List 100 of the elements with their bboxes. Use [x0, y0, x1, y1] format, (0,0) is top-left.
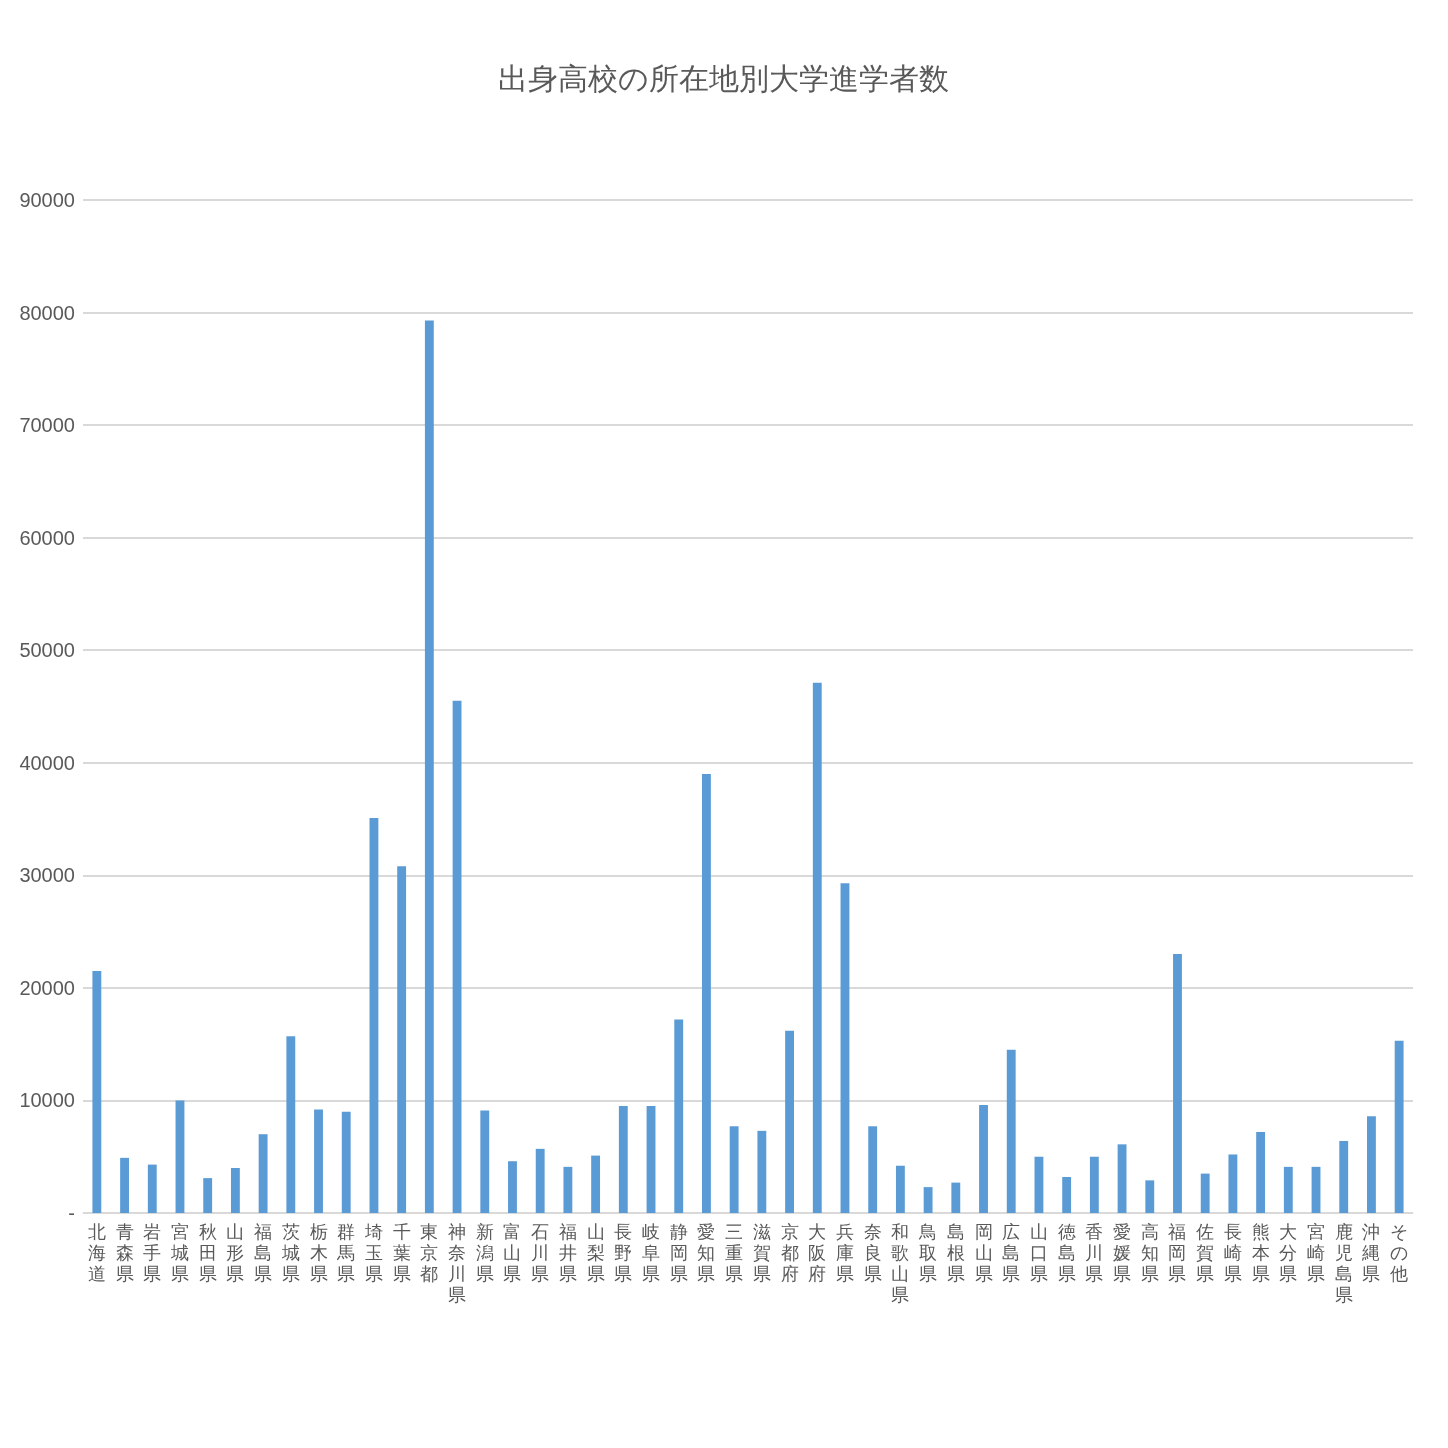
bar	[1117, 1144, 1127, 1213]
bar	[868, 1126, 878, 1213]
bar	[979, 1104, 988, 1213]
bar	[203, 1178, 213, 1213]
bar	[175, 1100, 185, 1213]
bar	[1034, 1156, 1044, 1213]
x-tick-label: 新潟県	[475, 1221, 494, 1284]
bar	[1367, 1116, 1376, 1213]
x-tick-label: 東京都	[420, 1221, 439, 1284]
bar	[1283, 1166, 1293, 1213]
x-tick-label: 熊本県	[1251, 1221, 1270, 1284]
x-tick-label: 群馬県	[336, 1221, 356, 1284]
x-tick-label: 埼玉県	[363, 1221, 383, 1284]
bar	[1228, 1154, 1238, 1213]
x-tick-label: 静岡県	[669, 1221, 688, 1284]
y-tick-label: 50000	[19, 639, 75, 662]
bar	[424, 320, 434, 1213]
x-tick-label: 福井県	[558, 1221, 577, 1284]
bar	[1339, 1140, 1349, 1213]
y-tick-label: 80000	[19, 301, 75, 324]
x-tick-label: 島根県	[946, 1221, 965, 1284]
bar	[1256, 1131, 1266, 1213]
y-tick-label: 40000	[19, 751, 75, 774]
x-tick-label: 鹿児島県	[1334, 1221, 1353, 1305]
x-tick-label: 香川県	[1085, 1221, 1104, 1284]
bar	[1173, 954, 1182, 1213]
bar	[1062, 1176, 1072, 1213]
y-tick-label: 20000	[19, 976, 75, 999]
bar	[923, 1187, 933, 1213]
x-tick-label: 青森県	[115, 1221, 134, 1284]
bar	[535, 1148, 545, 1213]
chart-title: 出身高校の所在地別大学進学者数	[497, 60, 949, 96]
y-tick-label: 90000	[19, 189, 75, 211]
y-tick-label: -	[68, 1202, 75, 1224]
x-tick-label: 高知県	[1140, 1221, 1159, 1284]
x-tick-label: 岡山県	[974, 1221, 993, 1284]
y-tick-label: 60000	[19, 526, 75, 549]
x-tick-label: 滋賀県	[752, 1221, 771, 1284]
x-tick-label: 宮崎県	[1307, 1221, 1326, 1284]
bar	[508, 1161, 517, 1213]
bar	[563, 1166, 573, 1213]
x-tick-label: 徳島県	[1057, 1221, 1076, 1284]
x-tick-label: 山口県	[1029, 1221, 1048, 1284]
x-tick-label: 神奈川県	[448, 1221, 467, 1305]
x-tick-label: その他	[1390, 1221, 1409, 1284]
x-tick-label: 福島県	[254, 1221, 273, 1284]
x-tick-label: 栃木県	[309, 1221, 328, 1284]
bar	[591, 1155, 601, 1213]
bar	[951, 1182, 961, 1213]
bar	[341, 1111, 351, 1213]
bar	[286, 1036, 296, 1213]
bar	[840, 883, 850, 1213]
bar	[314, 1109, 323, 1213]
x-tick-label: 京都府	[780, 1221, 799, 1284]
bar	[1089, 1156, 1099, 1213]
x-tick-label: 広島県	[1002, 1221, 1021, 1284]
bar	[674, 1019, 684, 1213]
bar	[757, 1130, 767, 1213]
bar	[480, 1110, 490, 1213]
bar	[147, 1164, 157, 1213]
y-tick-label: 30000	[19, 864, 75, 887]
bar	[895, 1165, 905, 1213]
x-tick-label: 秋田県	[198, 1221, 217, 1284]
x-tick-label: 千葉県	[392, 1221, 411, 1284]
x-tick-label: 大分県	[1279, 1221, 1298, 1284]
x-tick-label: 山梨県	[586, 1221, 605, 1284]
bar	[452, 700, 462, 1213]
bar	[92, 971, 102, 1213]
x-tick-label: 兵庫県	[835, 1221, 854, 1284]
x-tick-label: 福岡県	[1168, 1221, 1187, 1284]
x-tick-label: 茨城県	[280, 1221, 300, 1284]
x-tick-label: 三重県	[725, 1221, 744, 1284]
bar	[785, 1030, 794, 1213]
y-tick-label: 10000	[19, 1089, 75, 1112]
x-tick-label: 愛知県	[697, 1221, 716, 1284]
x-tick-label: 山形県	[226, 1221, 245, 1284]
x-tick-label: 佐賀県	[1196, 1221, 1215, 1284]
x-tick-label: 愛媛県	[1113, 1221, 1132, 1284]
x-tick-label: 和歌山県	[891, 1221, 910, 1305]
bar	[397, 866, 407, 1213]
bar	[1200, 1173, 1210, 1213]
x-tick-label: 岐阜県	[642, 1221, 661, 1284]
bar	[729, 1126, 739, 1213]
bar	[1311, 1166, 1321, 1213]
x-tick-label: 鳥取県	[918, 1221, 938, 1284]
bar	[369, 817, 379, 1213]
bar	[618, 1106, 628, 1213]
x-tick-label: 沖縄県	[1361, 1221, 1381, 1284]
x-tick-label: 富山県	[503, 1221, 522, 1284]
x-tick-label: 長野県	[614, 1221, 633, 1284]
bar	[1145, 1180, 1155, 1213]
x-tick-label: 石川県	[531, 1221, 550, 1284]
bar	[1394, 1040, 1404, 1213]
bar	[1006, 1049, 1016, 1213]
x-tick-label: 宮城県	[169, 1221, 189, 1284]
x-tick-label: 岩手県	[143, 1221, 162, 1284]
bar	[646, 1106, 656, 1213]
bar	[812, 682, 822, 1213]
bar	[230, 1167, 240, 1213]
bar	[258, 1134, 268, 1213]
